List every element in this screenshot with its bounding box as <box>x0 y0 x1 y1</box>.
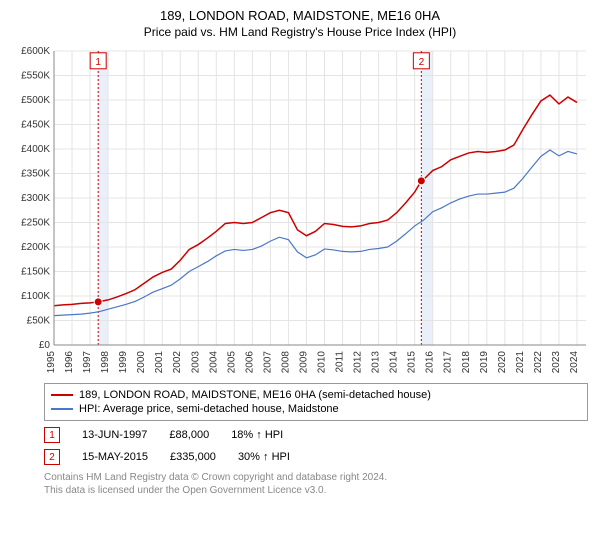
svg-text:2020: 2020 <box>497 351 508 374</box>
chart-svg: £0 £50K £100K £150K £200K £250K £300K £350K £400… <box>8 45 592 375</box>
svg-text:1997: 1997 <box>82 351 93 374</box>
svg-text:£300K: £300K <box>21 193 50 204</box>
svg-text:1998: 1998 <box>100 351 111 374</box>
svg-text:2017: 2017 <box>443 351 454 374</box>
svg-text:1: 1 <box>95 57 101 68</box>
svg-text:1995: 1995 <box>46 351 57 374</box>
svg-text:2: 2 <box>419 57 425 68</box>
svg-text:2022: 2022 <box>533 351 544 374</box>
svg-text:£600K: £600K <box>21 46 50 57</box>
chart-title: 189, LONDON ROAD, MAIDSTONE, ME16 0HA <box>8 8 592 23</box>
svg-text:£350K: £350K <box>21 169 50 180</box>
svg-text:2011: 2011 <box>335 351 346 373</box>
svg-text:2016: 2016 <box>425 351 436 374</box>
svg-text:2010: 2010 <box>317 351 328 374</box>
svg-text:2009: 2009 <box>298 351 309 374</box>
legend-box: 189, LONDON ROAD, MAIDSTONE, ME16 0HA (s… <box>44 383 588 421</box>
svg-text:£450K: £450K <box>21 120 50 131</box>
svg-text:£50K: £50K <box>27 316 51 327</box>
svg-text:£250K: £250K <box>21 218 50 229</box>
svg-text:2000: 2000 <box>136 351 147 374</box>
svg-text:£400K: £400K <box>21 144 50 155</box>
sale-flag-icon: 2 <box>44 449 60 465</box>
svg-text:2012: 2012 <box>353 351 364 374</box>
footer-attribution: Contains HM Land Registry data © Crown c… <box>44 471 588 497</box>
svg-text:2003: 2003 <box>190 351 201 374</box>
svg-text:£0: £0 <box>39 340 51 351</box>
legend-item: 189, LONDON ROAD, MAIDSTONE, ME16 0HA (s… <box>51 388 581 402</box>
svg-text:£500K: £500K <box>21 95 50 106</box>
svg-text:2015: 2015 <box>407 351 418 374</box>
svg-text:£100K: £100K <box>21 291 50 302</box>
footer-line: Contains HM Land Registry data © Crown c… <box>44 471 588 484</box>
sale-date: 13-JUN-1997 <box>82 429 147 441</box>
svg-text:2008: 2008 <box>280 351 291 374</box>
svg-text:£200K: £200K <box>21 242 50 253</box>
svg-text:2023: 2023 <box>551 351 562 374</box>
sale-row: 1 13-JUN-1997 £88,000 18% ↑ HPI <box>44 427 588 443</box>
svg-text:£150K: £150K <box>21 267 50 278</box>
footer-line: This data is licensed under the Open Gov… <box>44 484 588 497</box>
sale-delta: 18% ↑ HPI <box>231 429 283 441</box>
sale-row: 2 15-MAY-2015 £335,000 30% ↑ HPI <box>44 449 588 465</box>
svg-text:2021: 2021 <box>515 351 526 374</box>
legend-item: HPI: Average price, semi-detached house,… <box>51 402 581 416</box>
svg-text:2024: 2024 <box>569 351 580 374</box>
legend-swatch <box>51 408 73 410</box>
chart-subtitle: Price paid vs. HM Land Registry's House … <box>8 25 592 39</box>
svg-text:1999: 1999 <box>118 351 129 374</box>
legend-label: HPI: Average price, semi-detached house,… <box>79 403 339 415</box>
svg-text:2019: 2019 <box>479 351 490 374</box>
svg-text:2013: 2013 <box>371 351 382 374</box>
svg-text:2005: 2005 <box>226 351 237 374</box>
svg-text:2007: 2007 <box>262 351 273 374</box>
svg-text:2004: 2004 <box>208 351 219 374</box>
chart-area: £0 £50K £100K £150K £200K £250K £300K £350K £400… <box>8 45 592 375</box>
svg-text:2002: 2002 <box>172 351 183 374</box>
svg-text:2006: 2006 <box>244 351 255 374</box>
legend-swatch <box>51 394 73 396</box>
svg-text:2018: 2018 <box>461 351 472 374</box>
sale-price: £88,000 <box>169 429 209 441</box>
sale-flag-icon: 1 <box>44 427 60 443</box>
sale-price: £335,000 <box>170 451 216 463</box>
sale-date: 15-MAY-2015 <box>82 451 148 463</box>
legend-label: 189, LONDON ROAD, MAIDSTONE, ME16 0HA (s… <box>79 389 431 401</box>
svg-text:£550K: £550K <box>21 71 50 82</box>
sale-delta: 30% ↑ HPI <box>238 451 290 463</box>
svg-text:2014: 2014 <box>389 351 400 374</box>
svg-text:2001: 2001 <box>154 351 165 374</box>
svg-text:1996: 1996 <box>64 351 75 374</box>
